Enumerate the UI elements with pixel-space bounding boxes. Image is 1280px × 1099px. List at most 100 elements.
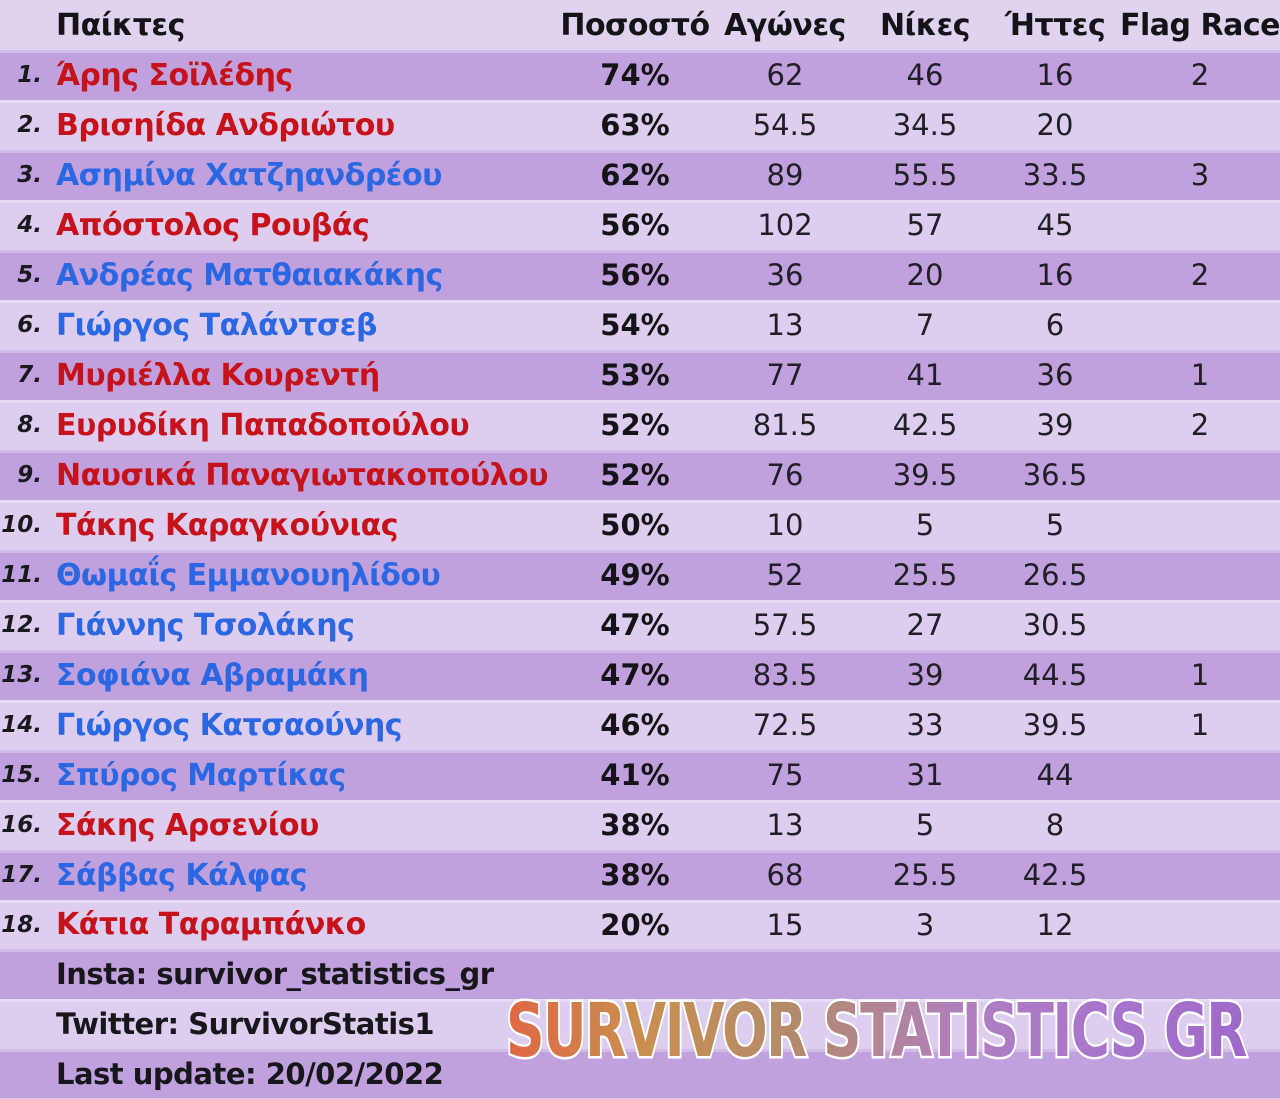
matches-value: 13 <box>766 808 804 842</box>
table-header-row: Παίκτες Ποσοστό Αγώνες Νίκες Ήττες Flag … <box>0 0 1280 50</box>
rank-label: 2. <box>17 112 42 138</box>
wins-value: 42.5 <box>892 408 958 442</box>
matches-value: 83.5 <box>752 658 818 692</box>
losses-value: 20 <box>1036 108 1074 142</box>
percentage-value: 38% <box>600 808 670 842</box>
losses-value: 12 <box>1036 907 1074 942</box>
rank-label: 6. <box>17 312 42 338</box>
wins-value: 57 <box>906 208 944 242</box>
wins-value: 20 <box>906 258 944 292</box>
player-name: Ναυσικά Παναγιωτακοπούλου <box>56 457 549 493</box>
losses-value: 36 <box>1036 358 1074 392</box>
rank-label: 17. <box>1 862 42 888</box>
losses-value: 6 <box>1045 308 1065 342</box>
table-row: 4. Απόστολος Ρουβάς 56% 102 57 45 <box>0 200 1280 250</box>
wins-value: 33 <box>906 708 944 742</box>
player-name: Βρισηίδα Ανδριώτου <box>56 107 395 143</box>
matches-value: 62 <box>766 58 804 92</box>
percentage-value: 47% <box>600 658 670 692</box>
flag-race-value: 1 <box>1190 358 1210 392</box>
player-name: Κάτια Ταραμπάνκο <box>56 907 366 942</box>
matches-value: 102 <box>757 208 813 242</box>
wins-value: 34.5 <box>892 108 958 142</box>
losses-value: 36.5 <box>1022 458 1088 492</box>
players-column-header: Παίκτες <box>56 7 185 43</box>
wins-value: 55.5 <box>892 158 958 192</box>
player-name: Ασημίνα Χατζηανδρέου <box>56 157 442 193</box>
matches-value: 52 <box>766 558 804 592</box>
matches-value: 75 <box>766 758 804 792</box>
percentage-value: 52% <box>600 408 670 442</box>
wins-value: 31 <box>906 758 944 792</box>
wins-value: 3 <box>915 907 935 942</box>
wins-value: 41 <box>906 358 944 392</box>
matches-value: 89 <box>766 158 804 192</box>
percentage-value: 20% <box>600 907 670 942</box>
percentage-column-header: Ποσοστό <box>560 7 710 43</box>
player-name: Μυριέλλα Κουρεντή <box>56 357 380 393</box>
losses-value: 26.5 <box>1022 558 1088 592</box>
player-name: Θωμαΐς Εμμανουηλίδου <box>56 557 441 593</box>
percentage-value: 49% <box>600 558 670 592</box>
table-row: 5. Ανδρέας Ματθαιακάκης 56% 36 20 16 2 <box>0 250 1280 300</box>
wins-value: 25.5 <box>892 858 958 892</box>
player-name: Τάκης Καραγκούνιας <box>56 507 399 543</box>
losses-value: 5 <box>1045 508 1065 542</box>
matches-value: 57.5 <box>752 608 818 642</box>
last-update-label: Last update: 20/02/2022 <box>56 1056 444 1091</box>
losses-column-header: Ήττες <box>1004 7 1106 43</box>
wins-value: 39.5 <box>892 458 958 492</box>
percentage-value: 47% <box>600 608 670 642</box>
table-row: 9. Ναυσικά Παναγιωτακοπούλου 52% 76 39.5 36.5 <box>0 450 1280 500</box>
percentage-value: 63% <box>600 108 670 142</box>
matches-value: 13 <box>766 308 804 342</box>
table-row: 1. Άρης Σοϊλέδης 74% 62 46 16 2 <box>0 50 1280 100</box>
wins-value: 5 <box>915 508 935 542</box>
player-name: Σάκης Αρσενίου <box>56 807 319 843</box>
flag-race-value: 2 <box>1190 258 1210 292</box>
wins-value: 46 <box>906 58 944 92</box>
losses-value: 8 <box>1045 808 1065 842</box>
wins-column-header: Νίκες <box>879 7 971 43</box>
matches-value: 15 <box>766 907 804 942</box>
losses-value: 44 <box>1036 758 1074 792</box>
rank-label: 10. <box>1 512 42 538</box>
table-row: 18. Κάτια Ταραμπάνκο 20% 15 3 12 <box>0 900 1280 949</box>
table-row: 8. Ευρυδίκη Παπαδοπούλου 52% 81.5 42.5 39 2 <box>0 400 1280 450</box>
wins-value: 27 <box>906 608 944 642</box>
footer-row-last-update: Last update: 20/02/2022 <box>0 1049 1280 1098</box>
flag-race-value: 3 <box>1190 158 1210 192</box>
footer-row-twitter: Twitter: SurvivorStatis1 <box>0 999 1280 1049</box>
table-row: 6. Γιώργος Ταλάντσεβ 54% 13 7 6 <box>0 300 1280 350</box>
table-row: 14. Γιώργος Κατσαούνης 46% 72.5 33 39.5 1 <box>0 700 1280 750</box>
percentage-value: 74% <box>600 58 670 92</box>
percentage-value: 50% <box>600 508 670 542</box>
table-row: 7. Μυριέλλα Κουρεντή 53% 77 41 36 1 <box>0 350 1280 400</box>
rank-label: 7. <box>17 362 42 388</box>
table-row: 17. Σάββας Κάλφας 38% 68 25.5 42.5 <box>0 850 1280 900</box>
wins-value: 7 <box>915 308 935 342</box>
rank-label: 11. <box>1 562 42 588</box>
rank-label: 8. <box>17 412 42 438</box>
player-name: Γιάννης Τσολάκης <box>56 607 355 643</box>
table-row: 3. Ασημίνα Χατζηανδρέου 62% 89 55.5 33.5 3 <box>0 150 1280 200</box>
player-name: Άρης Σοϊλέδης <box>56 57 293 93</box>
player-name: Σοφιάνα Αβραμάκη <box>56 657 369 693</box>
losses-value: 42.5 <box>1022 858 1088 892</box>
wins-value: 5 <box>915 808 935 842</box>
table-row: 13. Σοφιάνα Αβραμάκη 47% 83.5 39 44.5 1 <box>0 650 1280 700</box>
rank-label: 5. <box>17 262 42 288</box>
losses-value: 33.5 <box>1022 158 1088 192</box>
wins-value: 25.5 <box>892 558 958 592</box>
player-name: Σάββας Κάλφας <box>56 857 308 893</box>
rank-label: 16. <box>1 812 42 838</box>
flag-race-value: 1 <box>1190 658 1210 692</box>
rank-label: 9. <box>17 462 42 488</box>
table-row: 11. Θωμαΐς Εμμανουηλίδου 49% 52 25.5 26.5 <box>0 550 1280 600</box>
rank-label: 15. <box>1 762 42 788</box>
player-name: Ευρυδίκη Παπαδοπούλου <box>56 407 470 443</box>
table-row: 15. Σπύρος Μαρτίκας 41% 75 31 44 <box>0 750 1280 800</box>
percentage-value: 38% <box>600 858 670 892</box>
matches-value: 54.5 <box>752 108 818 142</box>
rank-label: 1. <box>17 62 42 88</box>
